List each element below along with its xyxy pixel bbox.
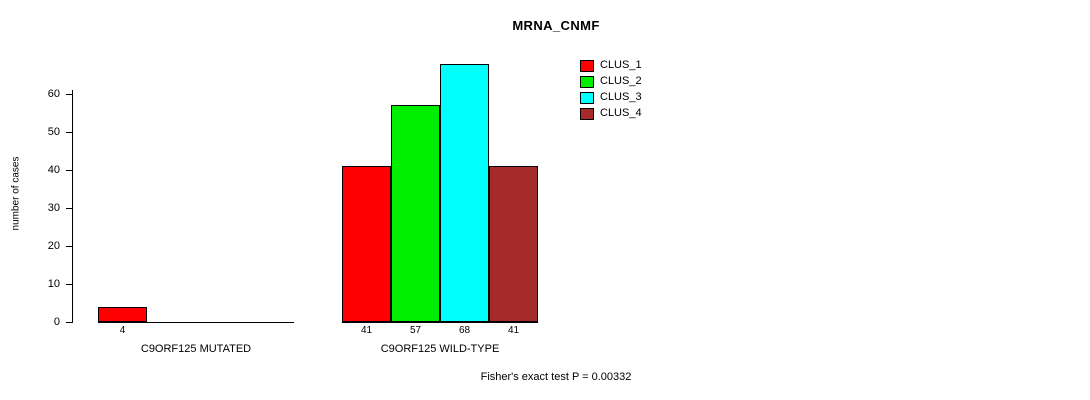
y-axis-tick [66,208,72,209]
y-axis-tick [66,284,72,285]
legend-swatch-icon [580,91,594,104]
x-axis-line-group-2 [342,322,538,323]
legend-item-clus_4[interactable]: CLUS_4 [580,106,642,121]
legend-item-clus_2[interactable]: CLUS_2 [580,74,642,89]
y-axis-tick-label: 20 [47,240,60,252]
legend-item-label: CLUS_3 [600,91,642,103]
bar-value-label: 68 [458,325,471,336]
bar-value-label: 4 [119,325,126,336]
footnote-text: Fisher's exact test P = 0.00332 [480,371,632,383]
y-axis-tick-label: 30 [47,202,60,214]
y-axis-tick [66,132,72,133]
legend-item-label: CLUS_2 [600,75,642,87]
bar-clus_3-group-2[interactable] [440,63,489,322]
legend-swatch-icon [580,107,594,120]
y-axis-tick [66,94,72,95]
legend-item-clus_3[interactable]: CLUS_3 [580,90,642,105]
chart-footnote: Fisher's exact test P = 0.00332 [0,371,1090,383]
legend-swatch-icon [580,75,594,88]
y-axis-line [72,90,73,323]
chart-title: MRNA_CNMF [0,18,1090,33]
y-axis-tick [66,246,72,247]
y-axis-title: number of cases [10,156,22,231]
bar-clus_1-group-1[interactable] [98,306,147,322]
bar-value-label: 57 [409,325,422,336]
legend-item-label: CLUS_4 [600,107,642,119]
y-axis-tick-label: 50 [47,126,60,138]
chart-legend: CLUS_1 CLUS_2 CLUS_3 CLUS_4 [580,58,642,122]
y-axis-tick [66,322,72,323]
legend-item-clus_1[interactable]: CLUS_1 [580,58,642,73]
bar-value-label: 41 [507,325,520,336]
legend-swatch-icon [580,59,594,72]
y-axis-tick [66,170,72,171]
y-axis-tick-label: 60 [47,88,60,100]
y-axis-tick-label: 0 [53,316,60,328]
x-axis-group-label: C9ORF125 MUTATED [140,343,252,355]
x-axis-line-group-1 [98,322,294,323]
bar-clus_1-group-2[interactable] [342,166,391,322]
chart-title-text: MRNA_CNMF [512,18,600,33]
x-axis-group-label: C9ORF125 WILD-TYPE [380,343,500,355]
y-axis-tick-label: 40 [47,164,60,176]
bar-clus_4-group-2[interactable] [489,166,538,322]
bar-clus_2-group-2[interactable] [391,105,440,322]
y-axis-tick-label: 10 [47,278,60,290]
bar-value-label: 41 [360,325,373,336]
legend-item-label: CLUS_1 [600,59,642,71]
